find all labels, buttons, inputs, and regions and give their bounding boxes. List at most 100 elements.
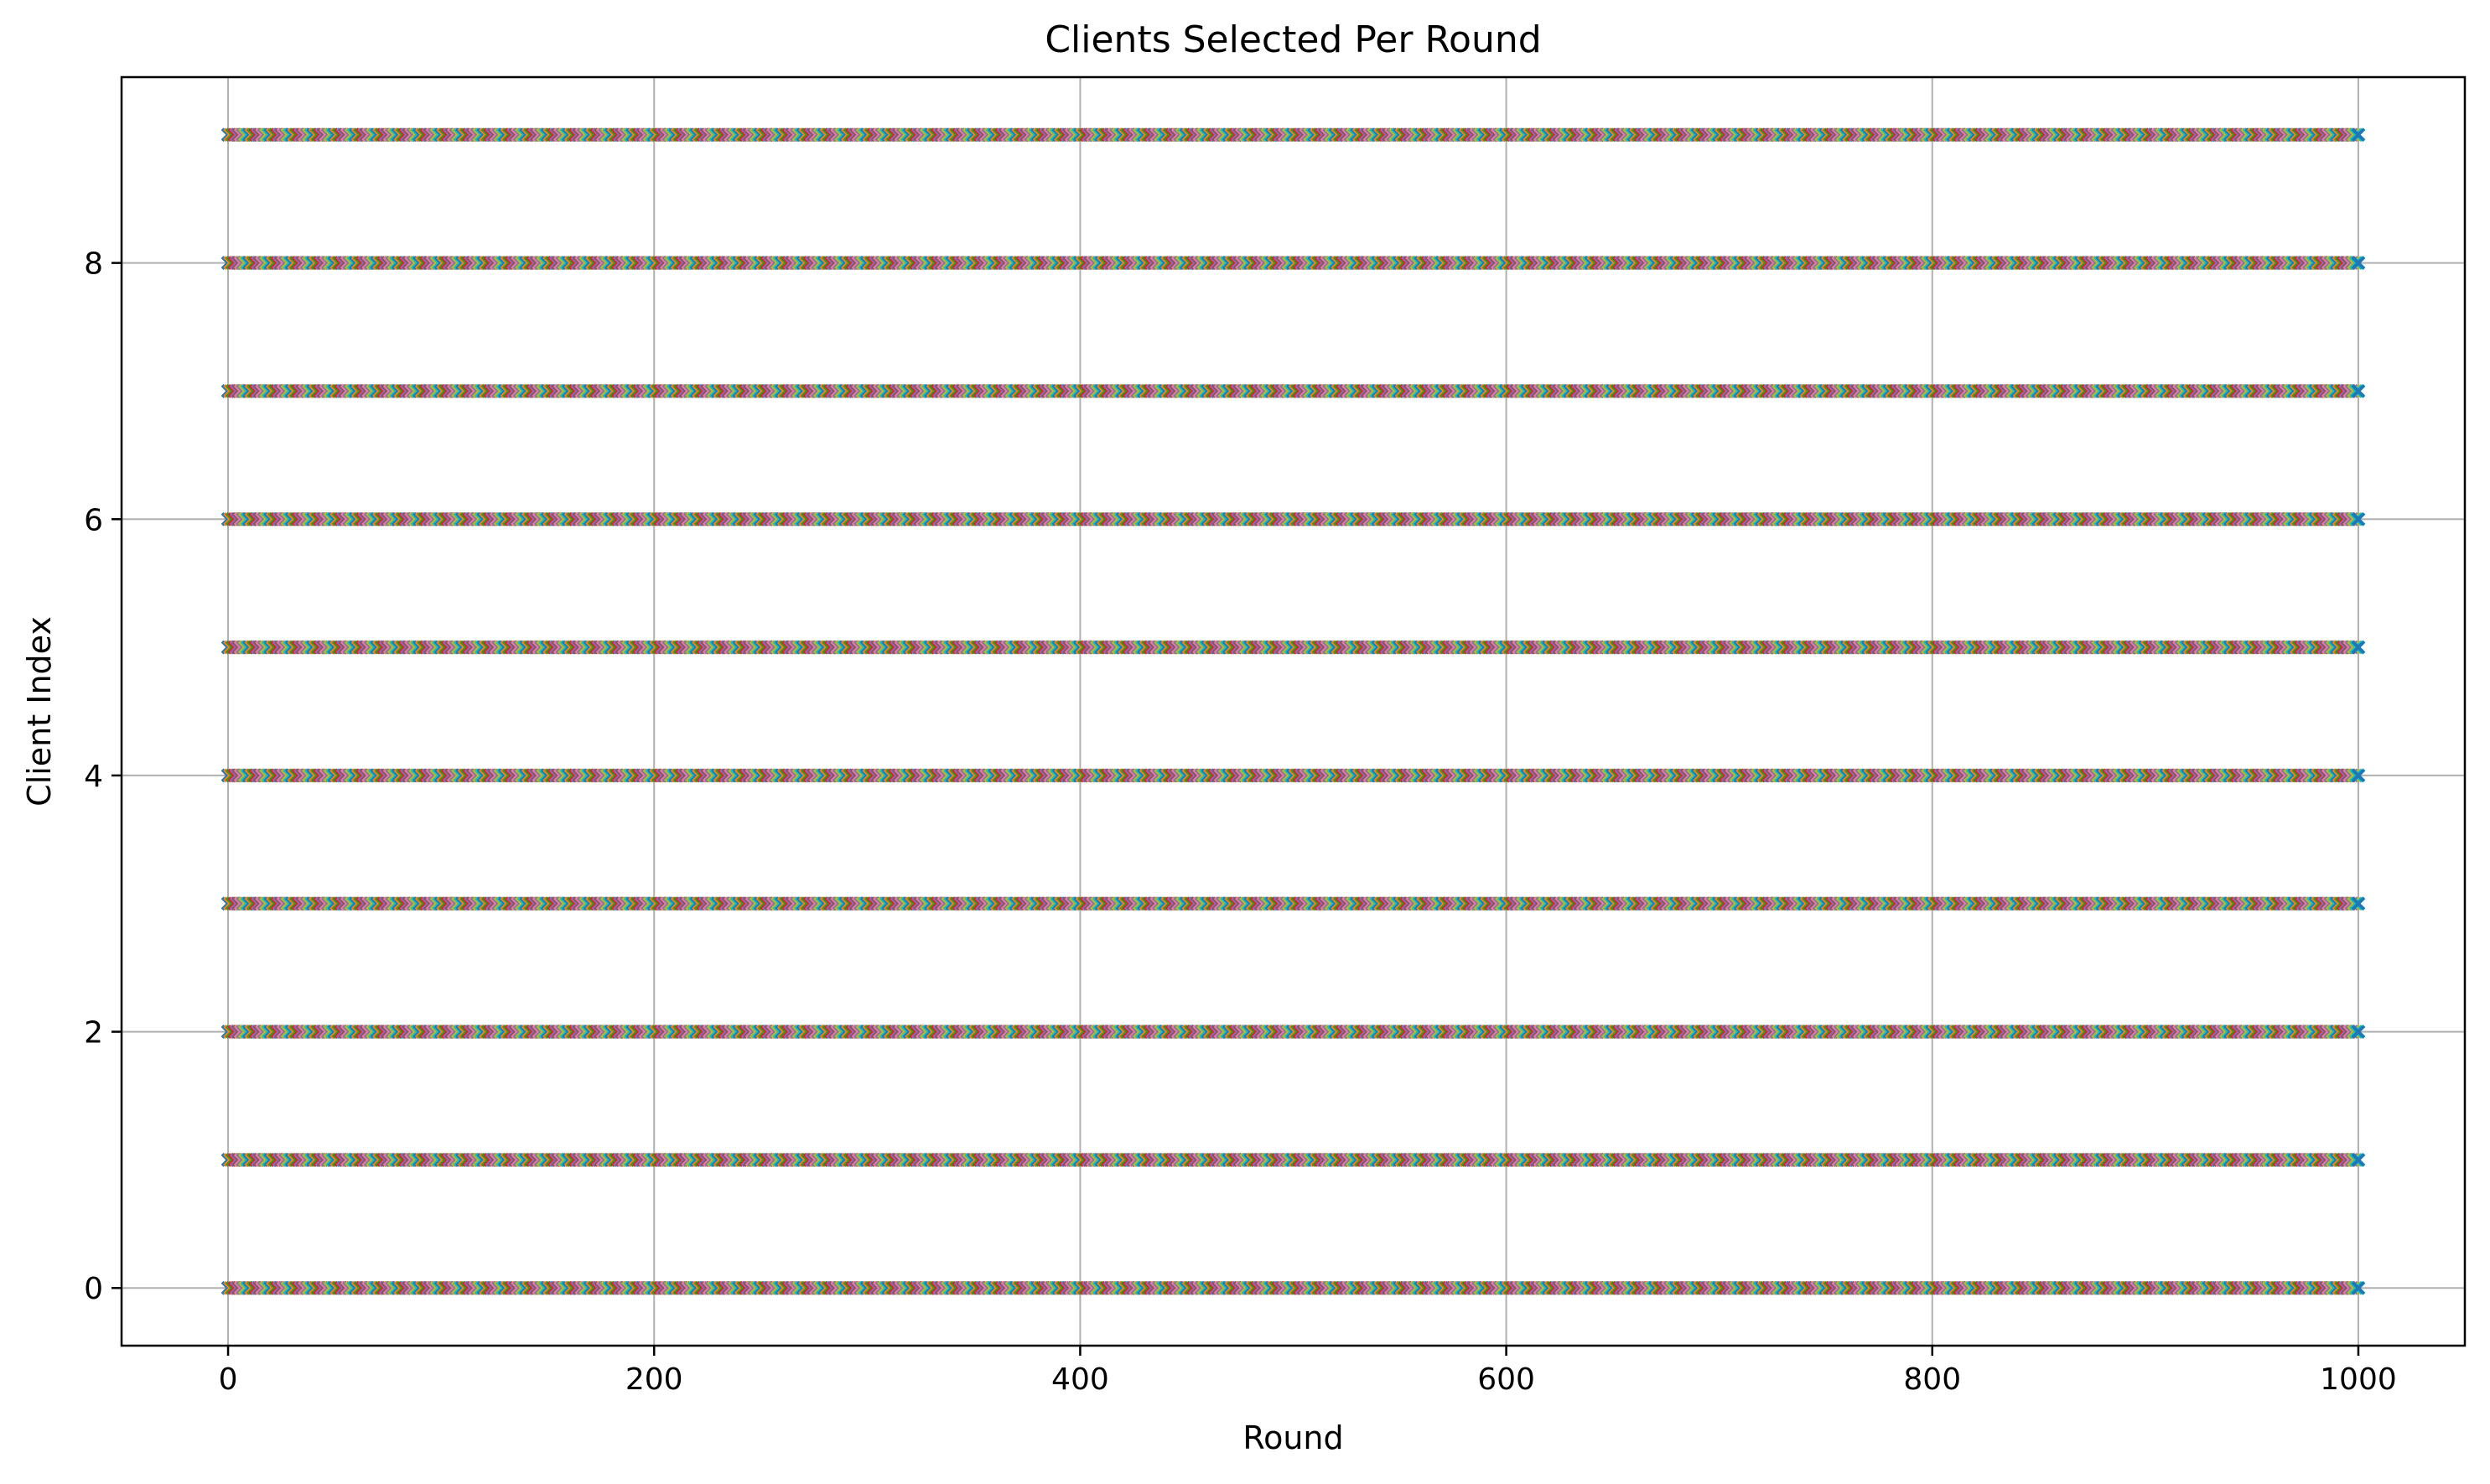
round-markers	[406, 129, 418, 1294]
round-markers	[512, 129, 524, 1294]
round-markers	[763, 129, 775, 1294]
round-markers	[782, 129, 794, 1294]
round-markers	[225, 129, 236, 1294]
round-markers	[938, 129, 950, 1294]
round-markers	[993, 129, 1005, 1294]
round-markers	[485, 129, 496, 1294]
round-markers	[1143, 129, 1154, 1294]
round-markers	[431, 129, 443, 1294]
round-markers	[237, 129, 249, 1294]
round-markers	[735, 129, 747, 1294]
round-markers	[616, 129, 628, 1294]
round-markers	[908, 129, 920, 1294]
round-markers	[324, 129, 336, 1294]
round-markers	[804, 129, 816, 1294]
round-markers	[659, 129, 671, 1294]
round-markers	[608, 129, 620, 1294]
round-markers	[231, 129, 242, 1294]
round-markers	[962, 129, 973, 1294]
round-markers	[1061, 129, 1073, 1294]
round-markers	[712, 129, 724, 1294]
round-markers	[312, 129, 324, 1294]
round-markers	[1046, 129, 1058, 1294]
round-markers	[891, 129, 903, 1294]
round-markers	[478, 129, 490, 1294]
round-markers	[1119, 129, 1131, 1294]
round-markers	[356, 129, 368, 1294]
round-markers	[305, 129, 317, 1294]
round-markers	[605, 129, 617, 1294]
round-markers	[829, 129, 841, 1294]
round-markers	[718, 129, 730, 1294]
round-markers	[876, 129, 888, 1294]
round-markers	[568, 129, 579, 1294]
round-markers	[672, 129, 683, 1294]
round-markers	[656, 129, 668, 1294]
round-markers	[516, 129, 528, 1294]
round-markers	[1093, 129, 1105, 1294]
round-markers	[444, 129, 455, 1294]
round-markers	[518, 129, 530, 1294]
round-markers	[1180, 129, 1192, 1294]
round-markers	[916, 129, 928, 1294]
round-markers	[1049, 129, 1061, 1294]
round-markers	[808, 129, 820, 1294]
round-markers	[821, 129, 833, 1294]
round-markers	[810, 129, 822, 1294]
round-markers	[1032, 129, 1044, 1294]
round-markers	[497, 129, 509, 1294]
round-markers	[1087, 129, 1099, 1294]
round-markers	[401, 129, 412, 1294]
round-markers	[601, 129, 613, 1294]
round-markers	[493, 129, 505, 1294]
round-markers	[340, 129, 351, 1294]
round-markers	[776, 129, 788, 1294]
round-markers	[299, 129, 311, 1294]
round-markers	[1187, 129, 1199, 1294]
round-markers	[569, 129, 581, 1294]
round-markers	[521, 129, 532, 1294]
round-markers	[998, 129, 1009, 1294]
round-markers	[725, 129, 737, 1294]
round-markers	[710, 129, 722, 1294]
round-markers	[1036, 129, 1048, 1294]
round-markers	[395, 129, 407, 1294]
round-markers	[861, 129, 873, 1294]
round-markers	[680, 129, 692, 1294]
round-markers	[1089, 129, 1101, 1294]
round-markers	[1117, 129, 1128, 1294]
round-markers	[529, 129, 541, 1294]
round-markers	[872, 129, 884, 1294]
round-markers	[294, 129, 306, 1294]
round-markers	[510, 129, 521, 1294]
round-markers	[1042, 129, 1054, 1294]
round-markers	[1115, 129, 1127, 1294]
round-markers	[655, 129, 667, 1294]
round-markers	[1009, 129, 1020, 1294]
round-markers	[508, 129, 520, 1294]
round-markers	[859, 129, 871, 1294]
round-markers	[625, 129, 636, 1294]
round-markers	[258, 129, 270, 1294]
round-markers	[865, 129, 877, 1294]
round-markers	[593, 129, 604, 1294]
round-markers	[844, 129, 856, 1294]
round-markers	[265, 129, 277, 1294]
round-markers	[868, 129, 879, 1294]
round-markers	[796, 129, 807, 1294]
round-markers	[1128, 129, 1139, 1294]
round-markers	[1050, 129, 1062, 1294]
round-markers	[250, 129, 262, 1294]
round-markers	[889, 129, 900, 1294]
round-markers	[542, 129, 553, 1294]
round-markers	[1064, 129, 1076, 1294]
round-markers	[1066, 129, 1077, 1294]
round-markers	[261, 129, 272, 1294]
round-markers	[361, 129, 372, 1294]
round-markers	[695, 129, 707, 1294]
round-markers	[823, 129, 835, 1294]
round-markers	[951, 129, 962, 1294]
round-markers	[948, 129, 960, 1294]
round-markers	[1004, 129, 1016, 1294]
round-markers	[753, 129, 765, 1294]
